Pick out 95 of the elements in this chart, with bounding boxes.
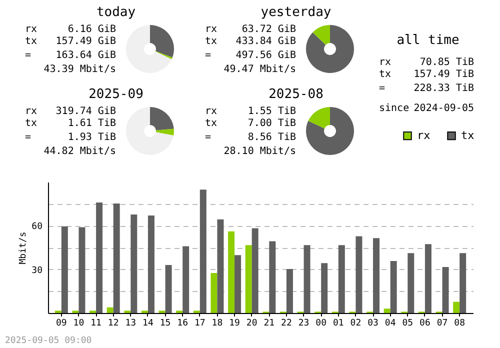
text: rx 1.55 TiB [205,106,296,117]
x-tick-label: 07 [436,318,448,328]
donut-slice [126,107,174,155]
chart-title: yesterday [260,5,332,20]
donut-slice [150,25,174,58]
bar [217,219,224,313]
x-tick-label: 10 [73,318,84,328]
x-tick-label: 15 [160,318,171,328]
bar [390,261,397,313]
legend-label: tx [461,128,475,142]
chart-title: 2025-09 [88,87,144,102]
text: = 497.56 GiB [205,50,296,61]
bar [61,226,68,313]
y-tick-label: 30 [32,266,42,276]
text: tx 157.49 GiB [25,36,116,47]
text: tx 433.84 GiB [205,36,296,47]
bar [269,241,276,313]
bar [286,269,293,313]
text: since 2024-09-05 [379,103,474,114]
x-tick-label: 06 [420,318,430,328]
bar [228,231,235,313]
bar [304,245,310,313]
text: all time [396,33,460,48]
x-tick-label: 11 [90,318,102,328]
bar [424,244,432,313]
bar [356,236,362,313]
donut-slice [306,107,354,155]
x-tick-label: 20 [246,318,258,328]
donut-slice [126,25,172,73]
x-tick-label: 23 [298,318,310,328]
y-axis-title: Mbit/s [18,232,29,264]
bar [130,214,138,313]
bar [442,267,449,313]
bar [373,238,380,313]
x-tick-label: 18 [212,318,223,328]
x-tick-label: 08 [454,318,466,328]
bar [338,245,345,313]
donut-slice [155,51,172,60]
legend-label: rx [417,128,431,142]
x-tick-label: 16 [177,318,188,328]
bar [148,215,154,313]
text: = 8.56 TiB [205,132,296,143]
bar [453,302,460,313]
bar [245,245,252,313]
text: rx 319.74 GiB [25,106,116,117]
text: tx 1.61 TiB [25,118,116,129]
donut-slice [306,25,354,73]
x-tick-label: 01 [332,318,344,328]
text: rx 70.85 TiB [379,57,474,68]
chart-title: 2025-08 [268,87,324,102]
x-tick-label: 02 [350,318,362,328]
text: rx 6.16 GiB [25,24,116,35]
x-tick-label: 14 [142,318,154,328]
text: 2025-09-05 09:00 [5,336,92,346]
text: = 1.93 TiB [25,132,116,143]
bar [252,228,258,313]
x-tick-label: 22 [281,318,292,328]
bar [200,190,206,313]
x-tick-label: 13 [125,318,136,328]
text: tx 157.49 TiB [379,69,474,80]
text: 49.47 Mbit/s [224,64,296,75]
donut-slice [156,128,174,136]
text: 43.39 Mbit/s [44,64,116,75]
donut-slice [312,25,330,45]
x-tick-label: 03 [368,318,378,328]
bar [96,202,103,313]
text: 44.82 Mbit/s [44,146,116,157]
x-tick-label: 04 [384,318,396,328]
text: rx 63.72 GiB [205,24,296,35]
text: = 228.33 TiB [379,83,474,94]
x-tick-label: 09 [56,318,67,328]
bar [408,253,414,313]
bar [182,246,190,313]
donut-slice [308,107,330,128]
text: tx 7.00 TiB [205,118,296,129]
x-tick-label: 00 [316,318,327,328]
bar [210,272,218,313]
bar [321,263,328,313]
bar [106,307,114,313]
y-tick-label: 60 [32,222,42,232]
x-tick-label: 19 [229,318,240,328]
x-tick-label: 05 [402,318,414,328]
text: 28.10 Mbit/s [224,146,296,157]
chart-title: today [96,5,136,20]
x-tick-label: 12 [108,318,119,328]
bar [460,253,466,313]
donut-slice [150,107,174,130]
x-tick-label: 21 [264,318,275,328]
bar [165,264,172,313]
x-tick-label: 17 [194,318,206,328]
bar [384,308,390,313]
bar [78,227,86,313]
bar [234,255,242,313]
text: = 163.64 GiB [25,50,116,61]
bar [113,204,120,313]
